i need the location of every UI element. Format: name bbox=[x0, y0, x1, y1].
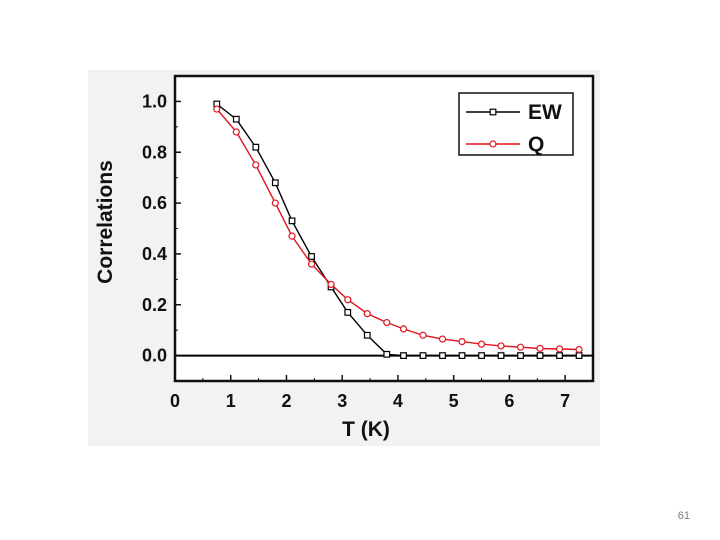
series-q-point bbox=[252, 161, 260, 169]
legend-label-ew: EW bbox=[528, 101, 562, 124]
series-q-point bbox=[271, 199, 279, 207]
series-ew-point bbox=[400, 352, 407, 359]
x-tick-label: 7 bbox=[560, 391, 570, 411]
series-q-point bbox=[497, 342, 505, 350]
series-q-point bbox=[575, 345, 583, 354]
x-tick-label: 5 bbox=[449, 391, 459, 411]
series-q-point bbox=[213, 105, 221, 113]
series-q-point bbox=[555, 345, 564, 353]
series-ew-point bbox=[536, 352, 544, 359]
legend-label-q: Q bbox=[528, 133, 544, 156]
series-ew-point bbox=[363, 331, 371, 339]
y-tick-label: 0.4 bbox=[142, 244, 167, 264]
series-ew-point bbox=[517, 352, 524, 359]
y-tick-label: 1.0 bbox=[142, 91, 167, 111]
series-q-point bbox=[458, 338, 466, 346]
series-q-point bbox=[477, 340, 486, 348]
legend-marker-q bbox=[489, 140, 497, 148]
series-q-point bbox=[419, 331, 427, 339]
series-q-point bbox=[516, 343, 525, 351]
series-ew-point bbox=[556, 352, 563, 359]
series-ew-point bbox=[419, 352, 427, 359]
series-q-point bbox=[383, 318, 391, 327]
legend-marker-ew bbox=[489, 108, 497, 116]
correlation-chart: 0 1 2 3 4 5 6 7 0.0 0.2 0.4 0.6 0.8 1.0 EW Q T (K) Co… bbox=[88, 70, 600, 451]
series-q-point bbox=[232, 128, 240, 136]
y-tick-label: 0.6 bbox=[142, 193, 167, 213]
series-q-point bbox=[438, 335, 447, 343]
x-tick-label: 6 bbox=[504, 391, 514, 411]
y-axis-title: Correlations bbox=[94, 160, 117, 284]
series-ew-point bbox=[575, 352, 583, 359]
series-q-point bbox=[399, 325, 408, 333]
series-ew-point bbox=[252, 143, 260, 151]
x-tick-label: 1 bbox=[226, 391, 236, 411]
y-tick-label: 0.2 bbox=[142, 295, 167, 315]
series-ew-point bbox=[458, 352, 466, 359]
legend-items bbox=[466, 108, 520, 148]
chart-svg: 0 1 2 3 4 5 6 7 0.0 0.2 0.4 0.6 0.8 1.0 EW Q T (K) Co… bbox=[88, 70, 600, 446]
series-q-point bbox=[288, 232, 296, 240]
series-ew-point bbox=[308, 253, 315, 260]
series-q-point bbox=[327, 280, 335, 289]
page-number: 61 bbox=[677, 510, 690, 522]
series-ew-point bbox=[288, 217, 296, 225]
series-ew-point bbox=[344, 308, 352, 316]
axis-ticks: 0 1 2 3 4 5 6 7 0.0 0.2 0.4 0.6 0.8 1.0 bbox=[142, 75, 570, 411]
x-axis-title: T (K) bbox=[342, 418, 390, 441]
series-ew-point bbox=[497, 352, 505, 359]
series-ew-point bbox=[383, 350, 391, 358]
series-ew-point bbox=[478, 352, 485, 359]
x-tick-label: 2 bbox=[281, 391, 291, 411]
legend: EW Q bbox=[458, 92, 574, 156]
series-layer bbox=[213, 100, 583, 359]
series-q-point bbox=[363, 310, 371, 318]
series-ew-point bbox=[271, 179, 279, 187]
series-ew-point bbox=[232, 115, 240, 123]
series-ew-point bbox=[439, 352, 446, 359]
y-tick-label: 0.8 bbox=[142, 142, 167, 162]
series-q-point bbox=[536, 344, 544, 353]
x-tick-label: 0 bbox=[170, 391, 180, 411]
series-q-point bbox=[307, 260, 316, 268]
series-q bbox=[213, 105, 583, 354]
x-tick-label: 4 bbox=[393, 391, 403, 411]
y-tick-label: 0.0 bbox=[142, 346, 167, 366]
x-tick-label: 3 bbox=[337, 391, 347, 411]
series-q-point bbox=[344, 296, 352, 304]
